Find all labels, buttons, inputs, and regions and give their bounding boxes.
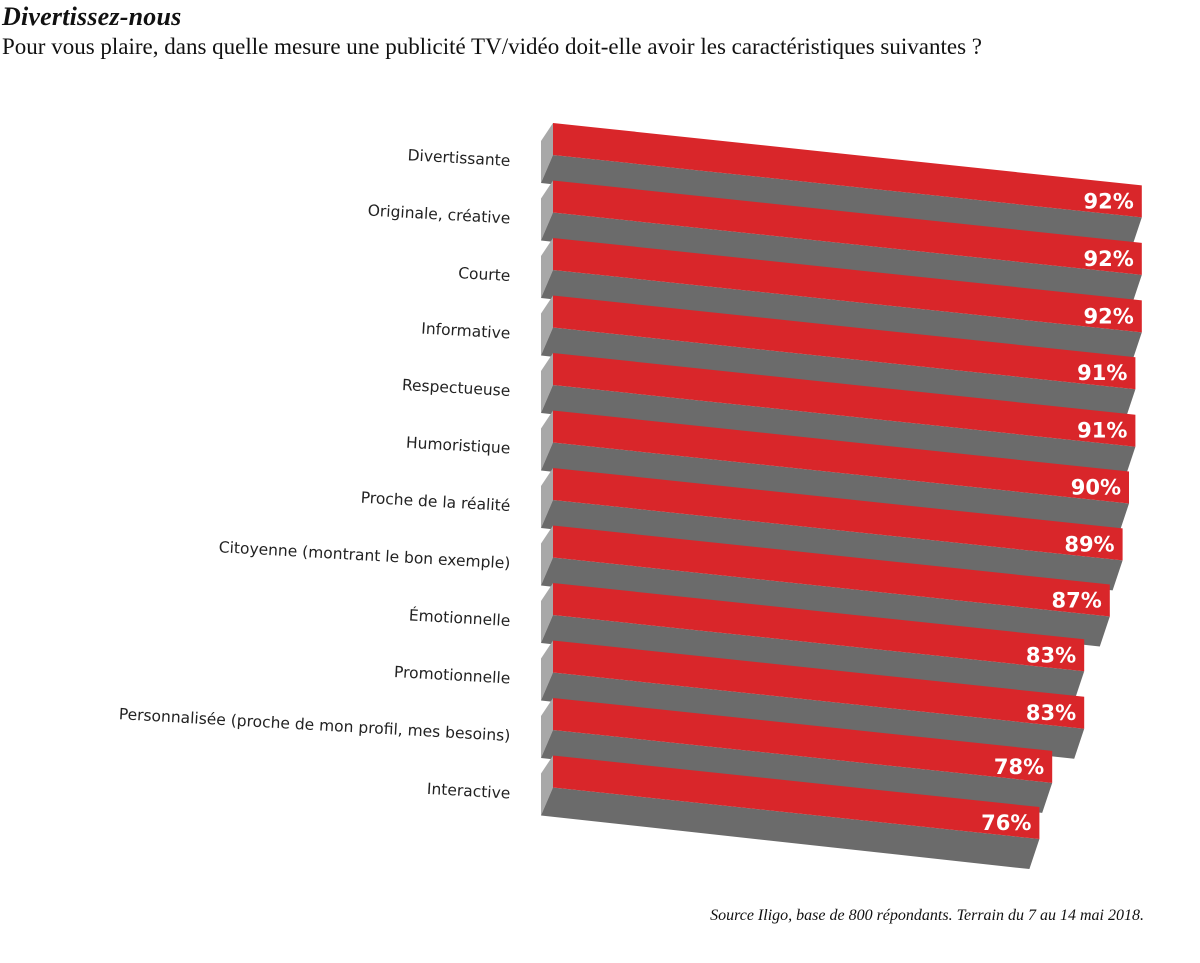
bar [553,583,1085,672]
bar-side [541,327,1136,420]
category-label: Citoyenne (montrant le bon exemple) [218,538,510,572]
category-label: Divertissante [407,146,511,170]
bar-left-cap [541,353,553,413]
bar-left-cap [541,123,553,183]
bar-side [541,787,1040,870]
category-label: Courte [458,264,511,285]
bar [553,238,1142,333]
bar [553,353,1136,447]
bar-row: 90% Humoristique [406,410,1129,534]
bar-left-cap [541,525,553,586]
data-label: 92% [1084,304,1134,328]
bar [553,698,1053,783]
bar-row: 91% Informative [421,295,1136,420]
category-label: Promotionnelle [394,663,511,687]
category-label: Humoristique [406,434,511,458]
bar-side [541,500,1123,591]
bar-row: 92% Courte [458,238,1142,363]
bar [553,755,1040,840]
bar-side [541,672,1085,759]
bar-left-cap [541,180,553,241]
bar-side [541,212,1142,305]
data-label: 76% [981,811,1031,835]
bar [553,468,1123,561]
bar-left-cap [541,755,553,816]
bar-side [541,615,1085,702]
data-label: 92% [1084,189,1134,213]
bar-row: 76% Interactive [426,755,1040,870]
category-label: Personnalisée (proche de mon profil, mes… [118,705,510,745]
bar-row: 89% Proche de la réalité [360,468,1123,591]
data-label: 87% [1052,589,1102,613]
category-label: Proche de la réalité [360,489,511,515]
bar-row: 92% Divertissante [407,123,1142,248]
bar-side [541,155,1142,248]
bar-left-cap [541,295,553,356]
bar-side [541,270,1142,363]
page-title: Divertissez-nous [2,2,182,31]
data-label: 83% [1026,701,1076,725]
bar-side [541,557,1110,647]
bar-row: 78% Personnalisée (proche de mon profil, … [118,698,1053,813]
data-label: 89% [1064,532,1114,556]
bar [553,640,1085,729]
bar-side [541,385,1136,477]
category-label: Interactive [426,780,510,803]
data-label: 91% [1077,419,1127,443]
category-label: Originale, créative [367,202,511,228]
category-label: Émotionnelle [408,605,510,630]
category-label: Informative [421,320,511,343]
bar-left-cap [541,468,553,528]
bar-side [541,442,1129,534]
bar-left-cap [541,640,553,701]
bar [553,525,1110,617]
data-label: 92% [1084,247,1134,271]
category-label: Respectueuse [401,376,510,400]
data-label: 83% [1026,643,1076,667]
bar-left-cap [541,238,553,298]
data-label: 90% [1071,476,1121,500]
page-subtitle: Pour vous plaire, dans quelle mesure une… [2,34,982,59]
bar-row: 92% Originale, créative [367,180,1142,305]
source-note: Source Iligo, base de 800 répondants. Te… [710,907,1144,924]
bar [553,123,1142,218]
bar [553,180,1142,275]
bar [553,410,1129,504]
bar-left-cap [541,410,553,471]
bar-side [541,730,1053,813]
data-label: 78% [994,755,1044,779]
bar-left-cap [541,583,553,643]
bar [553,295,1136,390]
bar-left-cap [541,698,553,758]
data-label: 91% [1077,361,1127,385]
bar-row: 91% Respectueuse [401,353,1136,477]
